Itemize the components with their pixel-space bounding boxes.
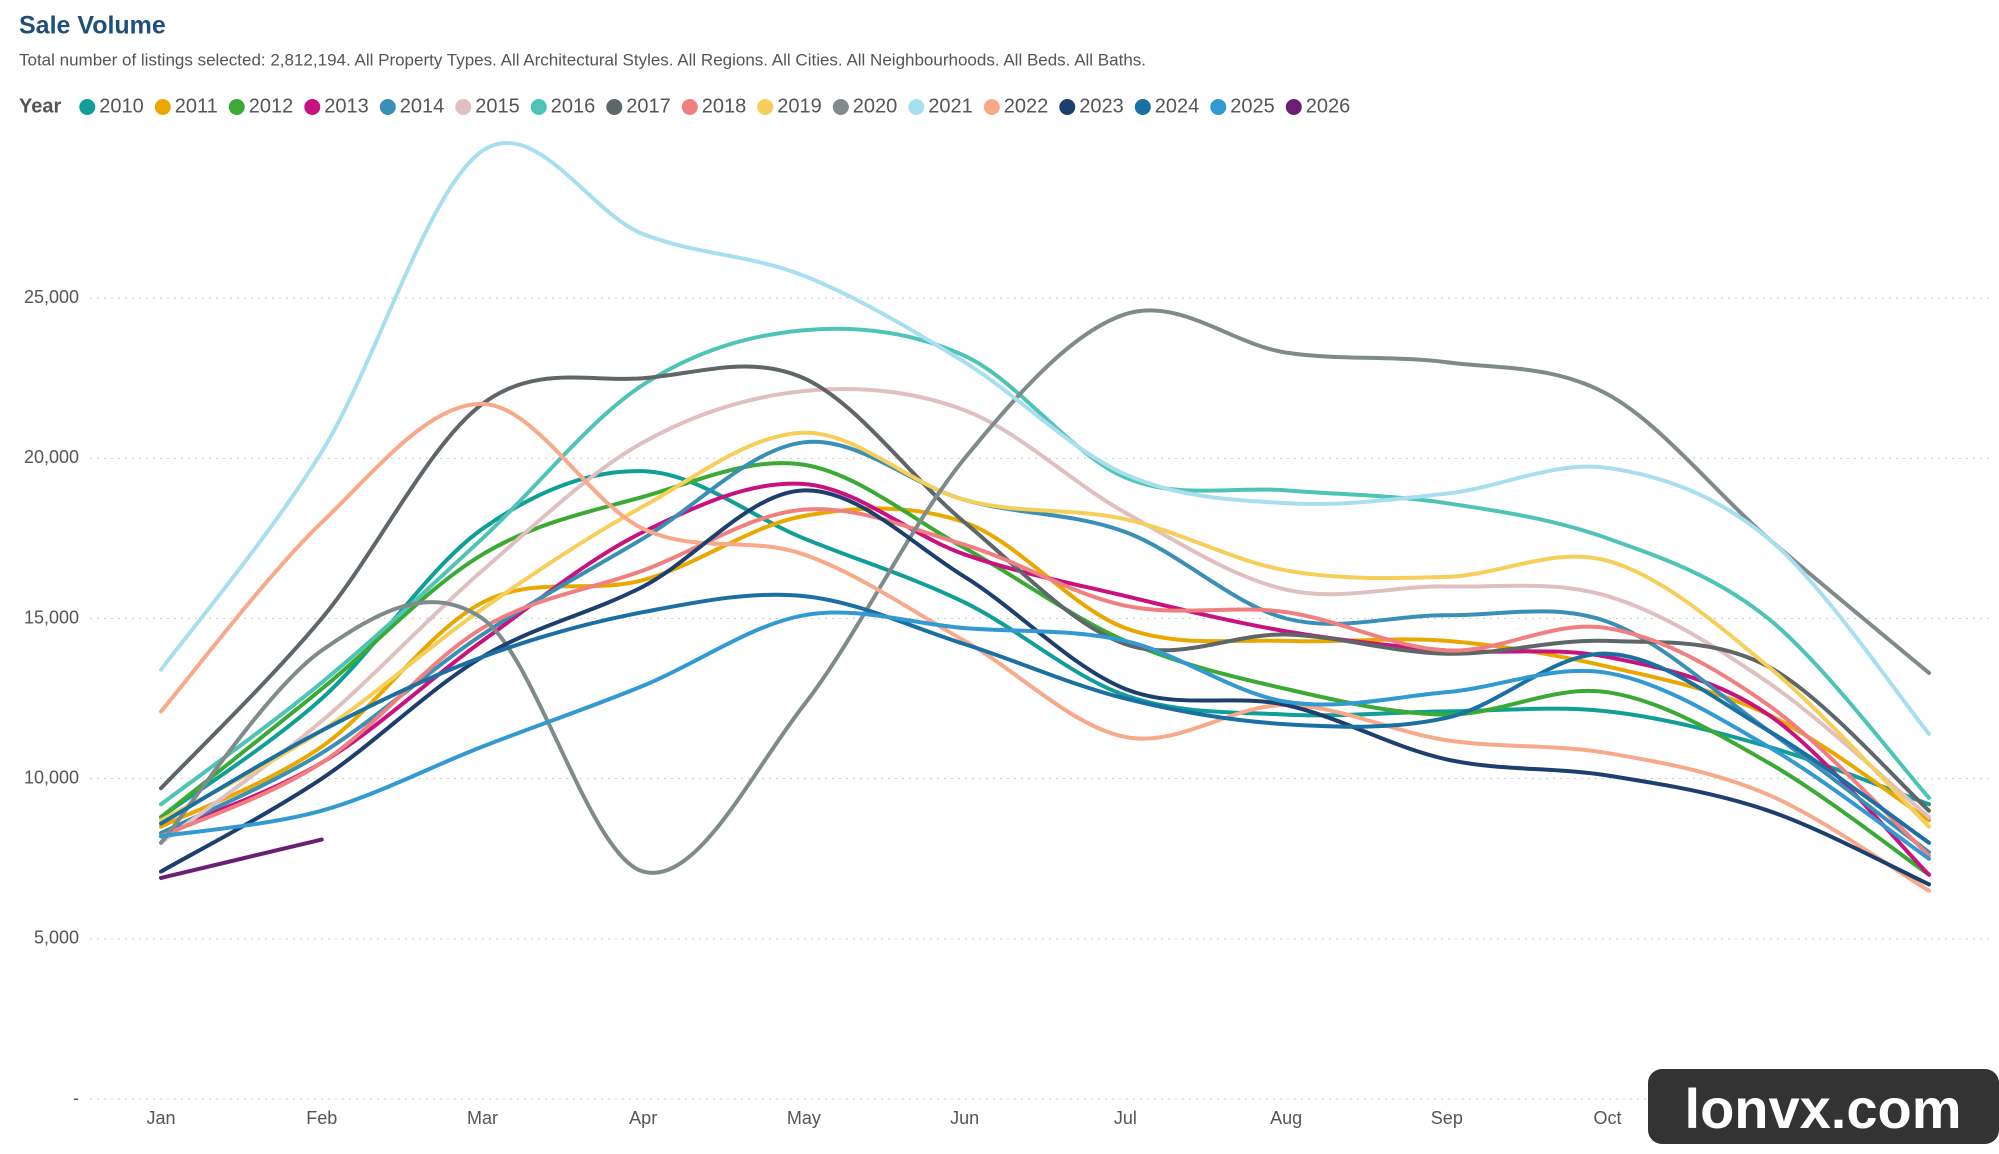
legend-label: 2026 xyxy=(1306,95,1351,117)
legend-label: 2023 xyxy=(1079,95,1124,117)
watermark: lonvx.com xyxy=(1685,1077,1962,1140)
series-line xyxy=(159,506,1931,829)
chart-subtitle: Total number of listings selected: 2,812… xyxy=(19,50,1146,69)
legend-label: 2016 xyxy=(551,95,596,117)
series-line xyxy=(159,592,1931,845)
legend-label: 2021 xyxy=(928,95,973,117)
legend-marker xyxy=(455,99,472,115)
series-line xyxy=(159,610,1931,861)
y-tick-label: - xyxy=(73,1088,79,1108)
series-line xyxy=(159,461,1931,877)
legend-label: 2022 xyxy=(1004,95,1049,117)
y-tick-label: 5,000 xyxy=(34,928,79,948)
series-line xyxy=(159,837,324,880)
x-tick-label: Oct xyxy=(1594,1108,1622,1128)
series-line xyxy=(159,308,1931,875)
legend-label: 2018 xyxy=(702,95,747,117)
series-line xyxy=(159,469,1931,820)
y-tick-label: 20,000 xyxy=(24,447,79,467)
series-line xyxy=(159,507,1931,858)
legend-marker xyxy=(1059,99,1076,115)
legend-marker xyxy=(154,99,171,115)
legend-label: 2013 xyxy=(324,95,369,117)
legend-label: 2014 xyxy=(400,95,445,117)
legend-marker xyxy=(1210,99,1227,115)
legend-title: Year xyxy=(19,95,61,117)
x-tick-label: Aug xyxy=(1270,1108,1302,1128)
x-tick-label: Feb xyxy=(306,1108,337,1128)
legend-label: 2010 xyxy=(99,95,144,117)
series-line xyxy=(159,364,1931,813)
x-tick-label: May xyxy=(787,1108,821,1128)
legend-label: 2020 xyxy=(853,95,898,117)
y-tick-label: 25,000 xyxy=(24,287,79,307)
legend-label: 2015 xyxy=(475,95,520,117)
y-tick-label: 10,000 xyxy=(24,767,79,787)
legend-marker xyxy=(379,99,396,115)
legend-marker xyxy=(1134,99,1151,115)
series-line xyxy=(159,386,1931,845)
x-tick-label: Sep xyxy=(1431,1108,1463,1128)
chart-title: Sale Volume xyxy=(19,12,166,40)
series-line xyxy=(159,481,1931,877)
x-tick-label: Jun xyxy=(950,1108,979,1128)
legend-marker xyxy=(832,99,849,115)
series-line xyxy=(159,430,1931,829)
x-tick-label: Jul xyxy=(1114,1108,1137,1128)
legend-label: 2017 xyxy=(626,95,671,117)
legend: 2010 2011 2012 2013 2014 2015 2016 2017 2018 2019… xyxy=(79,95,1350,117)
lines xyxy=(159,141,1931,893)
legend-marker xyxy=(79,99,96,115)
x-tick-label: Apr xyxy=(629,1108,657,1128)
series-line xyxy=(159,141,1931,736)
series-line xyxy=(159,326,1931,807)
legend-label: 2012 xyxy=(249,95,294,117)
x-tick-label: Jan xyxy=(146,1108,175,1128)
series-line xyxy=(159,401,1931,893)
legend-label: 2011 xyxy=(175,95,218,117)
legend-label: 2024 xyxy=(1155,95,1200,117)
legend-marker xyxy=(606,99,623,115)
watermark-box xyxy=(1648,1069,1999,1144)
legend-marker xyxy=(908,99,925,115)
legend-marker xyxy=(983,99,1000,115)
series-line xyxy=(159,488,1931,887)
legend-marker xyxy=(228,99,245,115)
legend-marker xyxy=(757,99,774,115)
legend-marker xyxy=(1285,99,1302,115)
legend-label: 2025 xyxy=(1230,95,1275,117)
legend-marker xyxy=(304,99,321,115)
x-tick-label: Mar xyxy=(467,1108,498,1128)
y-tick-label: 15,000 xyxy=(24,607,79,627)
legend-marker xyxy=(681,99,698,115)
legend-marker xyxy=(530,99,547,115)
legend-label: 2019 xyxy=(777,95,822,117)
